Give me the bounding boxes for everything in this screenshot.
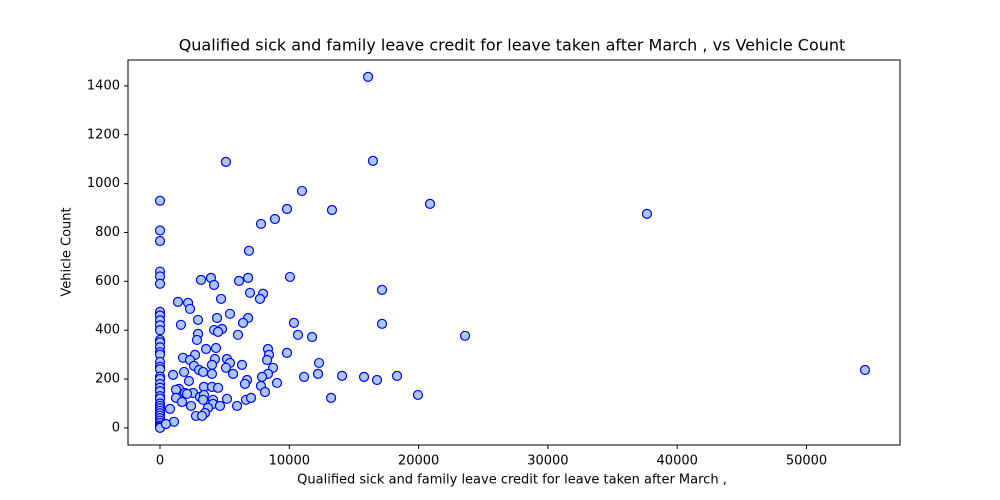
point [154, 235, 166, 247]
chart-title: Qualified sick and family leave credit f… [179, 36, 846, 55]
point [206, 368, 218, 380]
point [312, 368, 324, 380]
point [197, 394, 209, 405]
y-tick-label: 400 [95, 323, 120, 338]
point [298, 371, 310, 382]
point [281, 347, 293, 359]
point [859, 364, 871, 376]
point [261, 354, 273, 366]
point [197, 366, 209, 378]
point [212, 326, 224, 337]
point [254, 293, 266, 305]
point [271, 377, 283, 389]
point [306, 331, 318, 343]
x-tick-label: 20000 [398, 454, 439, 469]
y-tick-label: 0 [112, 420, 120, 435]
point [292, 329, 304, 340]
point [220, 156, 232, 167]
point [313, 357, 325, 369]
point [154, 195, 166, 206]
point [362, 71, 374, 82]
point [326, 204, 338, 216]
y-tick-label: 200 [95, 372, 120, 387]
point [206, 359, 218, 370]
point [269, 213, 281, 225]
x-axis-label: Qualified sick and family leave credit f… [297, 473, 727, 488]
point [296, 185, 308, 197]
y-tick-label: 1400 [87, 78, 120, 93]
point [167, 369, 179, 380]
y-tick-label: 1000 [87, 176, 120, 191]
point [255, 218, 267, 230]
point [221, 393, 233, 404]
x-tick-label: 10000 [269, 454, 310, 469]
point [214, 400, 226, 412]
point [195, 274, 207, 285]
point [239, 378, 251, 390]
point [210, 342, 222, 354]
point [160, 418, 172, 430]
point [233, 275, 245, 286]
point [212, 382, 224, 393]
point [358, 371, 370, 382]
point [325, 392, 337, 403]
point [232, 329, 244, 340]
point [184, 303, 196, 315]
point [259, 386, 271, 398]
point [237, 317, 249, 328]
point [196, 410, 208, 422]
point [164, 403, 176, 414]
point [281, 203, 293, 215]
point [211, 312, 223, 324]
point [175, 319, 187, 330]
point [371, 374, 383, 386]
point [185, 400, 197, 412]
point [200, 343, 212, 355]
point [227, 368, 239, 380]
plot-frame [127, 59, 901, 446]
point [244, 287, 256, 298]
x-tick-label: 30000 [527, 454, 568, 469]
point [220, 362, 232, 373]
point [215, 293, 227, 305]
point [424, 198, 436, 209]
point [191, 334, 203, 346]
y-tick-label: 1200 [87, 127, 120, 142]
point [284, 271, 296, 283]
point [641, 208, 653, 220]
point [183, 375, 195, 387]
point [459, 330, 471, 341]
point [256, 371, 268, 382]
point [231, 400, 243, 412]
point [288, 317, 300, 328]
point [154, 325, 166, 336]
point [336, 370, 348, 381]
point [242, 272, 254, 284]
point [412, 389, 424, 401]
point [367, 155, 379, 166]
point [391, 370, 403, 381]
point [192, 314, 204, 326]
y-axis-label: Vehicle Count [60, 207, 75, 296]
point [181, 388, 193, 400]
point [243, 245, 255, 256]
x-tick-label: 40000 [657, 454, 698, 469]
point [172, 296, 184, 307]
x-tick-label: 0 [156, 454, 164, 469]
point [224, 308, 236, 319]
point [178, 366, 190, 378]
point [208, 279, 220, 291]
point [154, 278, 166, 289]
point [154, 225, 166, 236]
y-tick-label: 800 [95, 225, 120, 240]
y-tick-label: 600 [95, 274, 120, 289]
point [376, 284, 388, 295]
x-tick-label: 50000 [786, 454, 827, 469]
point [236, 359, 248, 370]
point [245, 392, 257, 403]
point [176, 396, 188, 408]
point [376, 318, 388, 329]
